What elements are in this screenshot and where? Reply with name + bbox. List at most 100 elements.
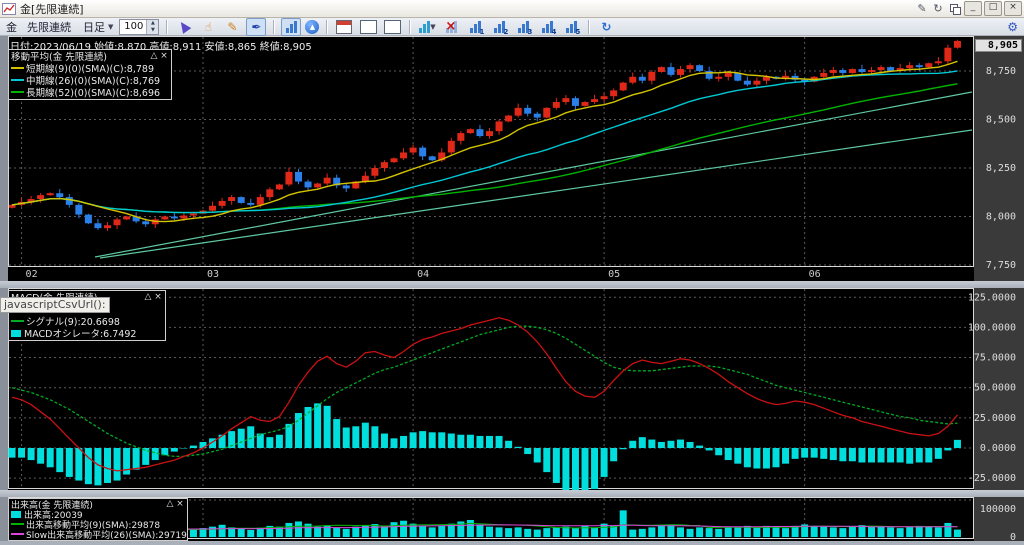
panel-number-label: 1: [479, 27, 485, 36]
legend-item-label: Slow出来高移動平均(26)(SMA):29719: [26, 530, 187, 541]
month-axis-label: 05: [608, 269, 620, 280]
legend-close-button[interactable]: ×: [160, 51, 168, 61]
stepper-arrows[interactable]: ▲ ▼: [146, 19, 159, 34]
chevron-down-icon: ▼: [430, 22, 436, 31]
status-tooltip: javascriptCsvUrl():: [0, 297, 110, 313]
legend-item: シグナル(9):20.6698: [11, 315, 163, 328]
legend-collapse-button[interactable]: △: [144, 292, 152, 302]
draw-tool-button[interactable]: ✎: [222, 18, 242, 36]
legend-swatch-icon: [11, 91, 24, 93]
legend-swatch-icon: [11, 320, 24, 322]
remove-indicator-button[interactable]: ×: [441, 18, 461, 36]
legend-swatch-icon: [11, 67, 24, 69]
window-titlebar[interactable]: 金[先限連続] ✎ ↻ _ □ ×: [0, 0, 1024, 18]
contract-label: 先限連続: [27, 20, 71, 34]
reload-chart-button[interactable]: ↻: [601, 19, 612, 34]
hand-icon: ☝: [204, 19, 213, 34]
board-icon: [336, 19, 353, 34]
legend-item: 出来高移動平均(9)(SMA):29878: [11, 519, 185, 531]
bar-chart-icon: [541, 20, 553, 33]
refresh-icon[interactable]: ↻: [933, 2, 943, 15]
panel-4-button[interactable]: 4: [537, 18, 557, 36]
legend-item: 出来高:20039: [11, 509, 185, 521]
legend-close-button[interactable]: ×: [176, 499, 184, 509]
macd-canvas[interactable]: 125.0000 100.0000 75.0000 50.0000 25.0000 0.0…: [0, 288, 1024, 490]
grid-icon: [359, 19, 377, 34]
grid-view-button[interactable]: [358, 18, 378, 36]
month-axis-label: 04: [417, 269, 429, 280]
bar-count-stepper[interactable]: 100 ▲ ▼: [119, 18, 160, 35]
legend-swatch-icon: [11, 523, 24, 525]
panel-number-label: 5: [575, 27, 581, 36]
window-bottom-border: [0, 541, 1024, 545]
ma-legend: 移動平均(金 先限連続) △ × 短期線(9)(0)(SMA)(C):8,789…: [8, 49, 172, 100]
price-axis-label: 7,750: [986, 260, 1016, 271]
volume-legend: 出来高(金 先限連続) △ × 出来高:20039 出来高移動平均(9)(SMA)…: [8, 498, 188, 541]
price-axis-label: 8,750: [986, 66, 1016, 77]
month-axis-label: 02: [26, 269, 38, 280]
price-axis-label: 8,000: [986, 212, 1016, 223]
close-button[interactable]: ×: [1004, 1, 1022, 16]
timeframe-dropdown[interactable]: 日足 ▼: [81, 19, 115, 35]
legend-collapse-button[interactable]: △: [150, 51, 158, 61]
app-icon: [2, 2, 16, 15]
panel-splitter[interactable]: [0, 281, 1024, 288]
legend-item: Slow出来高移動平均(26)(SMA):29719: [11, 529, 187, 541]
pen-icon[interactable]: ✎: [917, 2, 927, 15]
panel-2-button[interactable]: 2: [489, 18, 509, 36]
legend-swatch-icon: [11, 510, 21, 518]
panel-1-button[interactable]: 1: [465, 18, 485, 36]
macd-axis-label: 25.0000: [974, 413, 1016, 424]
price-axis-label: 8,250: [986, 163, 1016, 174]
bar-chart-icon: [419, 20, 431, 33]
minimize-button[interactable]: _: [964, 1, 982, 16]
legend-item-label: 出来高:20039: [24, 510, 83, 521]
trendline-tool-button[interactable]: ✒: [246, 17, 267, 36]
panel-number-label: 4: [551, 27, 557, 36]
macd-axis-label: 100.0000: [968, 322, 1016, 333]
current-price-badge: 8,905: [975, 39, 1022, 52]
legend-item: MACDオシレータ:6.7492: [11, 327, 163, 340]
chevron-down-icon: ▼: [108, 22, 114, 31]
red-x-icon: ×: [445, 18, 457, 34]
pan-tool-button[interactable]: ☝: [198, 18, 218, 36]
crosshair-chart-button[interactable]: [281, 17, 302, 36]
ohlc-info-line: 日付:2023/06/19 始値:8,870 高値:8,911 安値:8,865…: [10, 42, 312, 53]
volume-axis-label: 0: [1010, 532, 1016, 541]
scroll-latest-button[interactable]: ▲: [305, 19, 320, 34]
indicator-menu-button[interactable]: ▼: [417, 18, 437, 36]
chart-cursor-icon: [285, 20, 297, 33]
bar-chart-icon: [517, 20, 529, 33]
symbol-label: 金: [6, 20, 17, 34]
bar-chart-icon: [469, 20, 481, 33]
legend-swatch-icon: [11, 533, 24, 535]
macd-axis-label: 125.0000: [968, 292, 1016, 303]
legend-collapse-button[interactable]: △: [166, 499, 174, 509]
legend-item-label: 長期線(52)(0)(SMA)(C):8,696: [26, 88, 161, 99]
pencil-icon: ✎: [227, 19, 238, 34]
maximize-button[interactable]: □: [984, 1, 1002, 16]
table-view-button[interactable]: [382, 18, 402, 36]
wrench-icon[interactable]: ⚙: [1007, 19, 1018, 34]
cursor-tool-button[interactable]: [174, 18, 194, 36]
bar-chart-icon: [493, 20, 505, 33]
legend-item: 中期線(26)(0)(SMA)(C):8,769: [11, 74, 169, 87]
board-view-button[interactable]: [334, 18, 354, 36]
panel-splitter[interactable]: [0, 490, 1024, 497]
main-chart-canvas[interactable]: 8,750 8,500 8,250 8,000 7,750 02 03 04 05 06: [0, 36, 1024, 281]
timeframe-value: 日足: [83, 20, 105, 34]
up-arrow-icon: ▲: [309, 22, 316, 31]
bar-chart-icon: [445, 20, 457, 33]
legend-item-label: 出来高移動平均(9)(SMA):29878: [26, 520, 161, 531]
month-axis-label: 03: [207, 269, 219, 280]
legend-item: 長期線(52)(0)(SMA)(C):8,696: [11, 86, 169, 99]
copy-icon[interactable]: [946, 2, 962, 16]
legend-swatch-icon: [11, 79, 24, 81]
panel-5-button[interactable]: 5: [561, 18, 581, 36]
volume-axis-label: 100000: [980, 504, 1016, 515]
table-icon: [383, 19, 401, 34]
legend-swatch-icon: [11, 329, 21, 337]
panel-3-button[interactable]: 3: [513, 18, 533, 36]
legend-close-button[interactable]: ×: [154, 292, 162, 302]
